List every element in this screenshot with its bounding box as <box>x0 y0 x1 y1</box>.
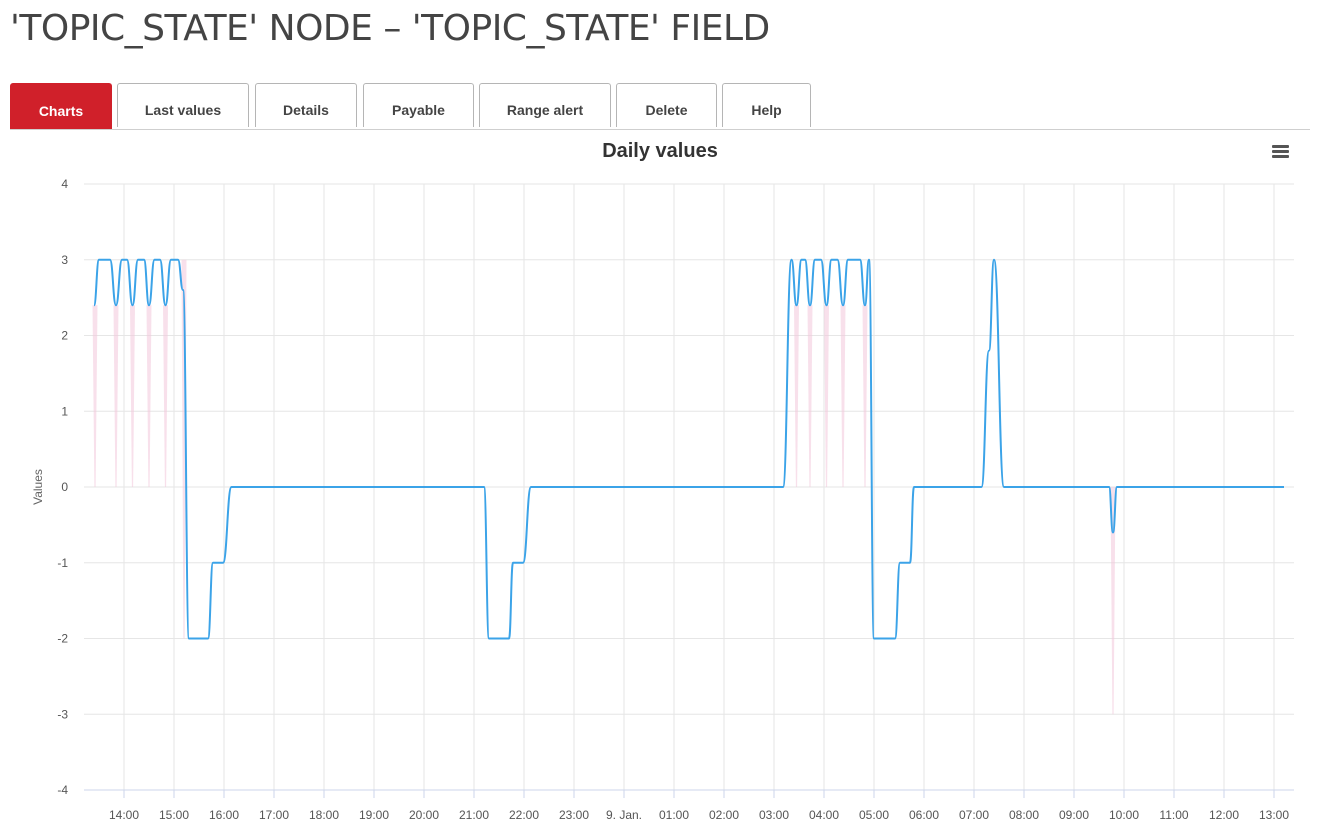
tab-help[interactable]: Help <box>722 83 811 127</box>
range-band <box>92 305 98 487</box>
range-band <box>794 305 799 487</box>
x-tick-label: 04:00 <box>809 808 839 822</box>
page-title: 'TOPIC_STATE' NODE – 'TOPIC_STATE' FIELD <box>10 8 770 49</box>
x-tick-label: 03:00 <box>759 808 789 822</box>
x-tick-label: 22:00 <box>509 808 539 822</box>
y-tick-label: 3 <box>61 253 68 267</box>
x-tick-label: 18:00 <box>309 808 339 822</box>
series-line <box>93 258 1284 640</box>
x-tick-label: 17:00 <box>259 808 289 822</box>
x-tick-label: 13:00 <box>1259 808 1289 822</box>
tab-bar: Charts Last values Details Payable Range… <box>10 83 1310 130</box>
x-tick-label: 21:00 <box>459 808 489 822</box>
tab-charts[interactable]: Charts <box>10 83 112 129</box>
range-band <box>113 305 119 487</box>
range-band <box>840 305 846 487</box>
series-group <box>93 258 1284 640</box>
x-tick-label: 02:00 <box>709 808 739 822</box>
y-tick-label: -4 <box>57 783 68 797</box>
x-axis-ticks: 14:00 15:00 16:00 17:00 18:00 19:00 20:00 21:00… <box>84 789 1294 822</box>
y-tick-label: -2 <box>57 632 68 646</box>
x-tick-label: 09:00 <box>1059 808 1089 822</box>
range-band <box>130 305 135 487</box>
range-band <box>1110 487 1116 715</box>
tab-details[interactable]: Details <box>255 83 357 127</box>
tab-last-values[interactable]: Last values <box>117 83 249 127</box>
chart-title: Daily values <box>602 140 718 162</box>
x-tick-label: 20:00 <box>409 808 439 822</box>
x-tick-label: 05:00 <box>859 808 889 822</box>
y-tick-label: 2 <box>61 329 68 343</box>
x-tick-label: 9. Jan. <box>606 808 642 822</box>
tab-payable[interactable]: Payable <box>363 83 474 127</box>
range-band <box>807 305 813 487</box>
y-tick-label: 1 <box>61 404 68 418</box>
y-tick-label: 0 <box>61 480 68 494</box>
x-tick-label: 19:00 <box>359 808 389 822</box>
x-tick-label: 12:00 <box>1209 808 1239 822</box>
x-tick-label: 23:00 <box>559 808 589 822</box>
x-tick-label: 11:00 <box>1159 808 1188 822</box>
x-tick-label: 01:00 <box>659 808 689 822</box>
tab-range-alert[interactable]: Range alert <box>479 83 611 127</box>
x-tick-label: 06:00 <box>909 808 939 822</box>
range-band <box>146 305 152 487</box>
tab-delete[interactable]: Delete <box>616 83 717 127</box>
x-tick-label: 15:00 <box>159 808 189 822</box>
range-band <box>163 305 168 487</box>
x-tick-label: 07:00 <box>959 808 989 822</box>
x-tick-label: 08:00 <box>1009 808 1039 822</box>
y-tick-label: 4 <box>61 177 68 191</box>
range-band <box>862 305 868 487</box>
y-axis-label: Values <box>31 469 45 505</box>
y-tick-label: -3 <box>57 707 68 721</box>
x-tick-label: 10:00 <box>1109 808 1139 822</box>
daily-values-chart: Daily values Values -4 -3 -2 -1 0 1 2 3 4 14:00 1… <box>0 130 1328 826</box>
chart-context-menu-icon[interactable] <box>1270 143 1292 163</box>
x-tick-label: 16:00 <box>209 808 239 822</box>
y-axis-ticks: -4 -3 -2 -1 0 1 2 3 4 <box>57 177 68 797</box>
range-band <box>824 305 829 487</box>
y-tick-label: -1 <box>57 556 68 570</box>
x-tick-label: 14:00 <box>109 808 139 822</box>
